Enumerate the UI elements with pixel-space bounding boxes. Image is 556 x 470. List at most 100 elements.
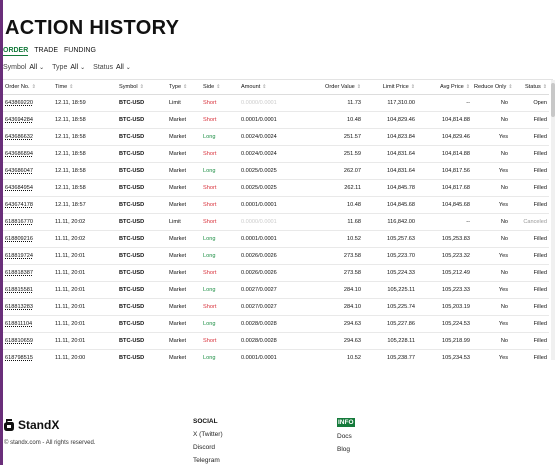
cell-status: Filled bbox=[510, 162, 549, 180]
cell-limit-price: 105,225.74 bbox=[363, 298, 417, 316]
cell-side: Short bbox=[201, 94, 239, 112]
cell-order-no[interactable]: 618811104 bbox=[3, 315, 53, 333]
status-filter-value: All bbox=[116, 64, 124, 71]
cell-order-no[interactable]: 643684954 bbox=[3, 179, 53, 197]
type-filter-select[interactable]: All ⌄ bbox=[70, 64, 85, 71]
cell-reduce-only: Yes bbox=[472, 349, 510, 363]
cell-limit-price: 105,224.33 bbox=[363, 264, 417, 282]
cell-side: Long bbox=[201, 128, 239, 146]
scrollbar-thumb[interactable] bbox=[551, 83, 555, 117]
cell-order-no[interactable]: 618813283 bbox=[3, 298, 53, 316]
cell-order-value: 11.68 bbox=[305, 213, 363, 231]
cell-order-no[interactable]: 618819724 bbox=[3, 247, 53, 265]
cell-status: Filled bbox=[510, 145, 549, 163]
cell-avg-price: 105,223.32 bbox=[417, 247, 472, 265]
cell-status: Filled bbox=[510, 332, 549, 350]
cell-reduce-only: Yes bbox=[472, 128, 510, 146]
cell-order-no[interactable]: 643694284 bbox=[3, 111, 53, 129]
cell-limit-price: 105,238.77 bbox=[363, 349, 417, 363]
cell-order-no[interactable]: 618818387 bbox=[3, 264, 53, 282]
cell-avg-price: 105,234.53 bbox=[417, 349, 472, 363]
cell-time: 11.11, 20:01 bbox=[53, 298, 117, 316]
cell-limit-price: 104,845.78 bbox=[363, 179, 417, 197]
col-reduce-only-label: Reduce Only bbox=[474, 84, 507, 90]
col-avg-price[interactable]: Avg Price ⇕ bbox=[417, 80, 472, 95]
col-type[interactable]: Type ⇕ bbox=[167, 80, 201, 95]
cell-order-value: 284.10 bbox=[305, 298, 363, 316]
cell-time: 12.11, 18:58 bbox=[53, 162, 117, 180]
cell-order-no[interactable]: 618810659 bbox=[3, 332, 53, 350]
cell-order-no[interactable]: 643869220 bbox=[3, 94, 53, 112]
col-time[interactable]: Time ⇕ bbox=[53, 80, 117, 95]
link-blog[interactable]: Blog bbox=[337, 446, 351, 453]
col-symbol[interactable]: Symbol ⇕ bbox=[117, 80, 167, 95]
cell-symbol: BTC-USD bbox=[117, 332, 167, 350]
col-symbol-label: Symbol bbox=[119, 84, 138, 90]
cell-side: Long bbox=[201, 281, 239, 299]
link-docs[interactable]: Docs bbox=[337, 433, 352, 440]
cell-order-value: 273.58 bbox=[305, 264, 363, 282]
cell-side: Short bbox=[201, 196, 239, 214]
cell-order-value: 262.07 bbox=[305, 162, 363, 180]
sort-icon: ⇕ bbox=[356, 84, 361, 90]
tab-trade[interactable]: TRADE bbox=[34, 47, 59, 54]
cell-symbol: BTC-USD bbox=[117, 179, 167, 197]
cell-type: Market bbox=[167, 111, 201, 129]
status-filter-select[interactable]: All ⌄ bbox=[116, 64, 131, 71]
cell-side: Short bbox=[201, 264, 239, 282]
cell-reduce-only: Yes bbox=[472, 247, 510, 265]
cell-status: Open bbox=[510, 94, 549, 112]
cell-amount: 0.0026/0.0026 bbox=[239, 247, 305, 265]
cell-status: Filled bbox=[510, 247, 549, 265]
table-row: 618809216 11.11, 20:02 BTC-USD Market Long 0.… bbox=[3, 230, 549, 248]
col-status[interactable]: Status ⇕ bbox=[510, 80, 549, 95]
cell-reduce-only: No bbox=[472, 94, 510, 112]
symbol-filter-select[interactable]: All ⌄ bbox=[29, 64, 44, 71]
table-row: 618818387 11.11, 20:01 BTC-USD Market Short 0… bbox=[3, 264, 549, 282]
symbol-filter-value: All bbox=[29, 64, 38, 71]
cell-side: Long bbox=[201, 315, 239, 333]
table-row: 618815581 11.11, 20:01 BTC-USD Market Long 0.… bbox=[3, 281, 549, 299]
symbol-filter-label: Symbol bbox=[3, 64, 27, 71]
table-scrollbar[interactable] bbox=[551, 80, 555, 360]
type-filter-label: Type bbox=[52, 64, 68, 71]
cell-amount: 0.0001/0.0001 bbox=[239, 230, 305, 248]
cell-order-no[interactable]: 618816770 bbox=[3, 213, 53, 231]
cell-order-no[interactable]: 643686047 bbox=[3, 162, 53, 180]
cell-order-no[interactable]: 618809216 bbox=[3, 230, 53, 248]
footer-logo[interactable]: StandX bbox=[4, 418, 59, 432]
cell-side: Long bbox=[201, 247, 239, 265]
cell-order-value: 10.48 bbox=[305, 111, 363, 129]
cell-limit-price: 104,831.64 bbox=[363, 145, 417, 163]
cell-amount: 0.0027/0.0027 bbox=[239, 281, 305, 299]
cell-side: Long bbox=[201, 162, 239, 180]
tab-funding[interactable]: FUNDING bbox=[64, 47, 96, 54]
cell-type: Limit bbox=[167, 213, 201, 231]
cell-status: Filled bbox=[510, 298, 549, 316]
tab-order[interactable]: ORDER bbox=[3, 47, 29, 56]
cell-order-no[interactable]: 643674178 bbox=[3, 196, 53, 214]
cell-limit-price: 117,310.00 bbox=[363, 94, 417, 112]
cell-type: Market bbox=[167, 145, 201, 163]
col-order-value[interactable]: Order Value ⇕ bbox=[305, 80, 363, 95]
cell-status: Filled bbox=[510, 281, 549, 299]
col-reduce-only[interactable]: Reduce Only ⇕ bbox=[472, 80, 513, 95]
col-side[interactable]: Side ⇕ bbox=[201, 80, 239, 95]
link-discord[interactable]: Discord bbox=[193, 444, 216, 451]
col-limit-price[interactable]: Limit Price ⇕ bbox=[363, 80, 417, 95]
cell-order-no[interactable]: 618798515 bbox=[3, 349, 53, 363]
link-twitter[interactable]: X (Twitter) bbox=[193, 431, 223, 438]
order-rows: 643869220 12.11, 18:59 BTC-USD Limit Short 0.… bbox=[3, 94, 549, 363]
cell-order-no[interactable]: 643686894 bbox=[3, 145, 53, 163]
link-telegram[interactable]: Telegram bbox=[193, 457, 220, 464]
cell-order-no[interactable]: 643686632 bbox=[3, 128, 53, 146]
col-order-no[interactable]: Order No. ⇕ bbox=[3, 80, 53, 95]
cell-avg-price: 105,212.49 bbox=[417, 264, 472, 282]
cell-order-no[interactable]: 618815581 bbox=[3, 281, 53, 299]
cell-limit-price: 105,257.63 bbox=[363, 230, 417, 248]
cell-symbol: BTC-USD bbox=[117, 145, 167, 163]
col-order-no-label: Order No. bbox=[5, 84, 30, 90]
cell-reduce-only: Yes bbox=[472, 315, 510, 333]
cell-symbol: BTC-USD bbox=[117, 162, 167, 180]
col-amount[interactable]: Amount ⇕ bbox=[239, 80, 305, 95]
